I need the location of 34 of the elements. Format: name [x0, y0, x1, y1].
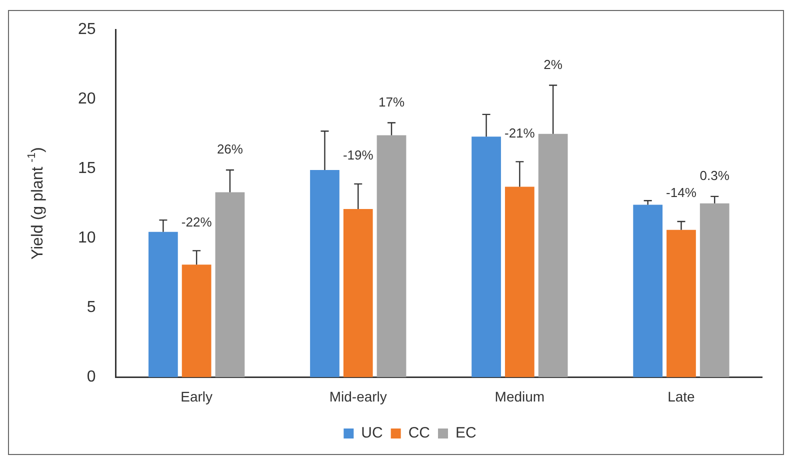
x-tick-label: Mid-early [329, 388, 387, 404]
annotation: -21% [504, 125, 536, 140]
annotation: -22% [181, 214, 212, 230]
bar [376, 135, 406, 378]
y-tick-label: 10 [78, 230, 96, 247]
annotation: -14% [666, 185, 697, 200]
bar [310, 170, 340, 378]
y-tick-label: 20 [78, 90, 96, 108]
legend-label: UC [361, 424, 383, 442]
bar [538, 134, 568, 378]
bar [633, 204, 663, 378]
legend-label: EC [455, 424, 476, 442]
bar [343, 208, 373, 378]
x-tick-label: Early [180, 388, 213, 404]
bar [472, 136, 501, 378]
bar [504, 186, 534, 378]
bar [215, 192, 245, 378]
annotation: 0.3% [700, 168, 730, 184]
bar [700, 203, 730, 378]
y-tick-label: 5 [86, 299, 96, 316]
bar [148, 232, 178, 378]
y-tick-label: 15 [78, 160, 96, 178]
bar [666, 230, 696, 378]
annotation: -19% [342, 148, 374, 163]
x-tick-label: Late [668, 388, 696, 404]
annotation: 17% [378, 94, 405, 110]
annotation: 26% [216, 142, 244, 157]
legend-label: CC [408, 424, 430, 442]
y-tick-label: 0 [86, 368, 96, 386]
x-tick-label: Medium [494, 388, 545, 404]
annotation: 2% [544, 56, 563, 72]
bar [182, 264, 212, 378]
y-axis-title: Yield (g plant -1) [26, 147, 46, 260]
y-tick-label: 25 [78, 21, 96, 38]
